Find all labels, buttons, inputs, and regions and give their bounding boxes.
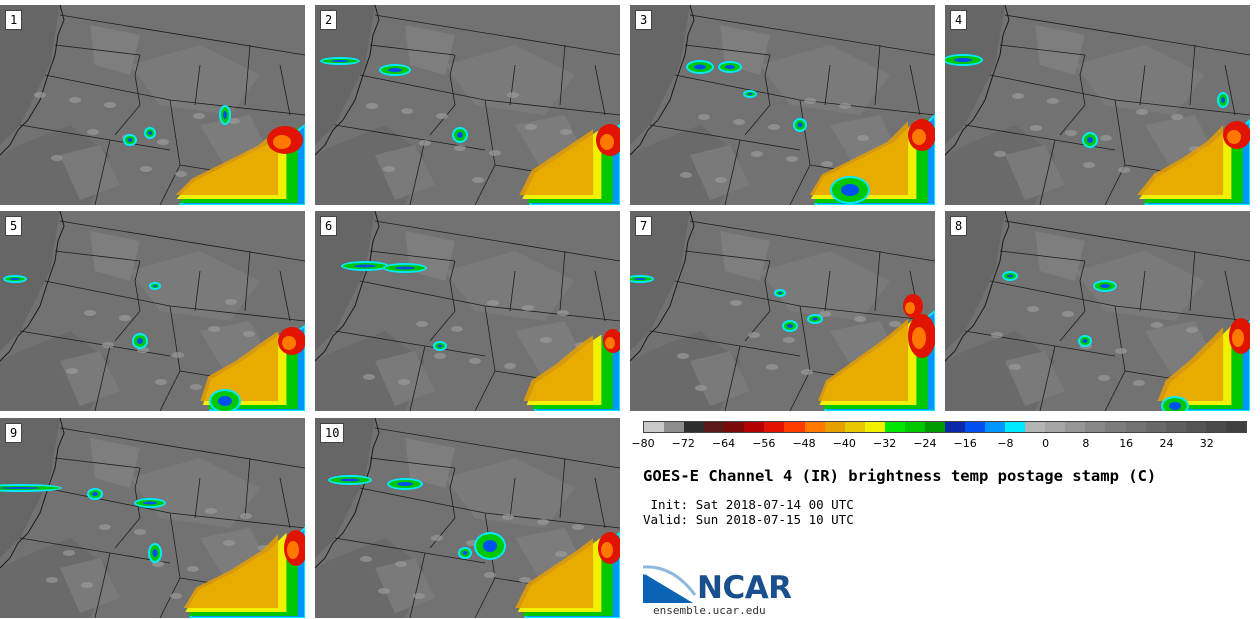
colorbar-segment: [824, 422, 845, 432]
map-panel-2: 2: [315, 5, 620, 205]
panel-number-label: 8: [950, 216, 968, 236]
map-panel-4: 4: [945, 5, 1250, 205]
map-panel-10: 10: [315, 418, 620, 618]
panel-number-label: 3: [635, 10, 653, 30]
colorbar-tick-label: −40: [832, 437, 856, 450]
colorbar-segment: [944, 422, 965, 432]
map-image: [0, 211, 305, 411]
valid-time: Valid: Sun 2018-07-15 10 UTC: [643, 512, 854, 527]
colorbar-tick-label: −64: [711, 437, 736, 450]
colorbar-tick-label: −16: [953, 437, 977, 450]
map-image: [630, 5, 935, 205]
colorbar-tick-label: −48: [792, 437, 816, 450]
colorbar-ticks: −80 −72 −64 −56 −48 −40 −32 −24 −16 −8 0 8 16 24 32: [631, 437, 1247, 451]
map-panel-5: 5: [0, 211, 305, 411]
colorbar-segment: [804, 422, 825, 432]
temperature-colorbar: [643, 421, 1247, 433]
colorbar-segment: [1105, 422, 1126, 432]
colorbar-segment: [864, 422, 885, 432]
colorbar-tick-label: −8: [997, 437, 1014, 450]
map-panel-8: 8: [945, 211, 1250, 411]
map-image: [945, 211, 1250, 411]
colorbar-tick-label: −72: [671, 437, 695, 450]
colorbar-tick-label: 24: [1159, 437, 1174, 450]
colorbar-segment: [1045, 422, 1066, 432]
colorbar-segment: [664, 422, 685, 432]
panel-number-label: 6: [320, 216, 338, 236]
panel-number-label: 4: [950, 10, 968, 30]
map-image: [630, 211, 935, 411]
panel-number-label: 1: [5, 10, 23, 30]
colorbar-segment: [1125, 422, 1146, 432]
panel-number-label: 7: [635, 216, 653, 236]
colorbar-segment: [1145, 422, 1166, 432]
colorbar-segment: [784, 422, 805, 432]
colorbar-segment: [724, 422, 745, 432]
map-image: [315, 211, 620, 411]
colorbar-segment: [1225, 422, 1246, 432]
map-panel-6: 6: [315, 211, 620, 411]
colorbar-tick-label: 32: [1199, 437, 1214, 450]
map-panel-7: 7: [630, 211, 935, 411]
init-time: Init: Sat 2018-07-14 00 UTC: [643, 497, 854, 512]
init-value: Sat 2018-07-14 00 UTC: [695, 497, 854, 512]
colorbar-segment: [924, 422, 945, 432]
ncar-logo-text: NCAR: [697, 570, 792, 606]
colorbar-segment: [1065, 422, 1086, 432]
map-panel-3: 3: [630, 5, 935, 205]
colorbar-segment: [985, 422, 1006, 432]
valid-value: Sun 2018-07-15 10 UTC: [695, 512, 854, 527]
map-image: [0, 5, 305, 205]
colorbar-segment: [1165, 422, 1186, 432]
colorbar-segment: [1005, 422, 1026, 432]
map-panel-1: 1: [0, 5, 305, 205]
ncar-logo-icon: [643, 565, 697, 603]
colorbar-segment: [904, 422, 925, 432]
colorbar-tick-label: −32: [872, 437, 897, 450]
colorbar-segment: [884, 422, 905, 432]
colorbar-segment: [1205, 422, 1226, 432]
colorbar-segment: [684, 422, 705, 432]
colorbar-segment: [1185, 422, 1206, 432]
colorbar-segment: [1085, 422, 1106, 432]
panel-number-label: 5: [5, 216, 23, 236]
colorbar-tick-label: 8: [1082, 437, 1090, 450]
colorbar-tick-label: 0: [1042, 437, 1050, 450]
map-image: [945, 5, 1250, 205]
map-panel-9: 9: [0, 418, 305, 618]
panel-number-label: 9: [5, 423, 23, 443]
colorbar-segment: [844, 422, 865, 432]
colorbar-segment: [644, 422, 665, 432]
map-image: [315, 418, 620, 618]
colorbar-tick-label: −56: [752, 437, 776, 450]
colorbar-tick-label: −80: [631, 437, 655, 450]
colorbar-segment: [704, 422, 725, 432]
colorbar-tick-label: 16: [1119, 437, 1134, 450]
colorbar-segment: [744, 422, 765, 432]
colorbar-tick-label: −24: [913, 437, 937, 450]
colorbar-segment: [764, 422, 785, 432]
colorbar-segment: [1025, 422, 1046, 432]
panel-number-label: 2: [320, 10, 338, 30]
colorbar-segment: [965, 422, 986, 432]
panel-number-label: 10: [320, 423, 345, 443]
plot-title: GOES-E Channel 4 (IR) brightness temp po…: [643, 467, 1157, 485]
website-url: ensemble.ucar.edu: [653, 604, 766, 617]
valid-label: Valid:: [643, 512, 689, 527]
init-label: Init:: [650, 497, 689, 512]
map-image: [0, 418, 305, 618]
map-image: [315, 5, 620, 205]
